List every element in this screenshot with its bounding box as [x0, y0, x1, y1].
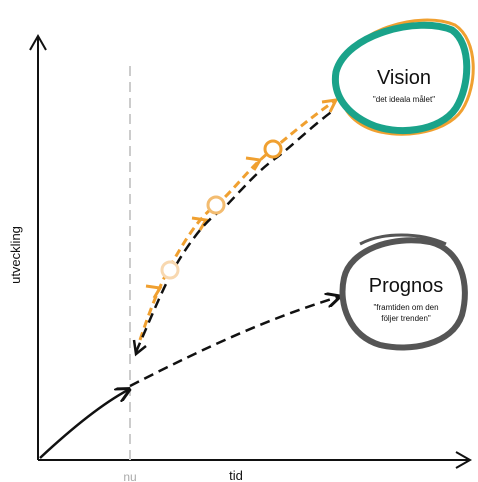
orange-arrow-2: [191, 216, 209, 231]
x-axis-label: tid: [229, 468, 243, 482]
past-trend-line: [39, 390, 128, 459]
prognos-bubble: Prognos "framtiden om den följer trenden…: [339, 233, 468, 351]
y-axis-label: utveckling: [8, 226, 23, 284]
milestone-circle-3: [263, 139, 283, 159]
x-axis-arrowhead: [455, 451, 473, 469]
prognos-title: Prognos: [369, 275, 444, 297]
prognos-trend-line: [129, 297, 338, 388]
vision-title: Vision: [377, 67, 431, 89]
vision-subtitle: "det ideala målet": [373, 95, 435, 104]
vision-start-arrowhead: [132, 339, 147, 357]
prognos-subtitle-line1: "framtiden om den: [373, 303, 438, 312]
vision-bubble: Vision "det ideala målet": [331, 18, 475, 136]
prognos-subtitle-line2: följer trenden": [381, 314, 431, 323]
milestone-circle-1: [160, 260, 180, 280]
orange-arrow-1: [145, 284, 163, 299]
now-label: nu: [123, 470, 136, 482]
vision-orange-path: [138, 98, 337, 341]
y-axis-arrowhead: [29, 33, 47, 51]
milestone-circle-2: [206, 195, 226, 215]
orange-arrow-3: [245, 156, 263, 171]
vision-black-path: [134, 108, 335, 353]
orange-arrow-4: [321, 98, 339, 113]
